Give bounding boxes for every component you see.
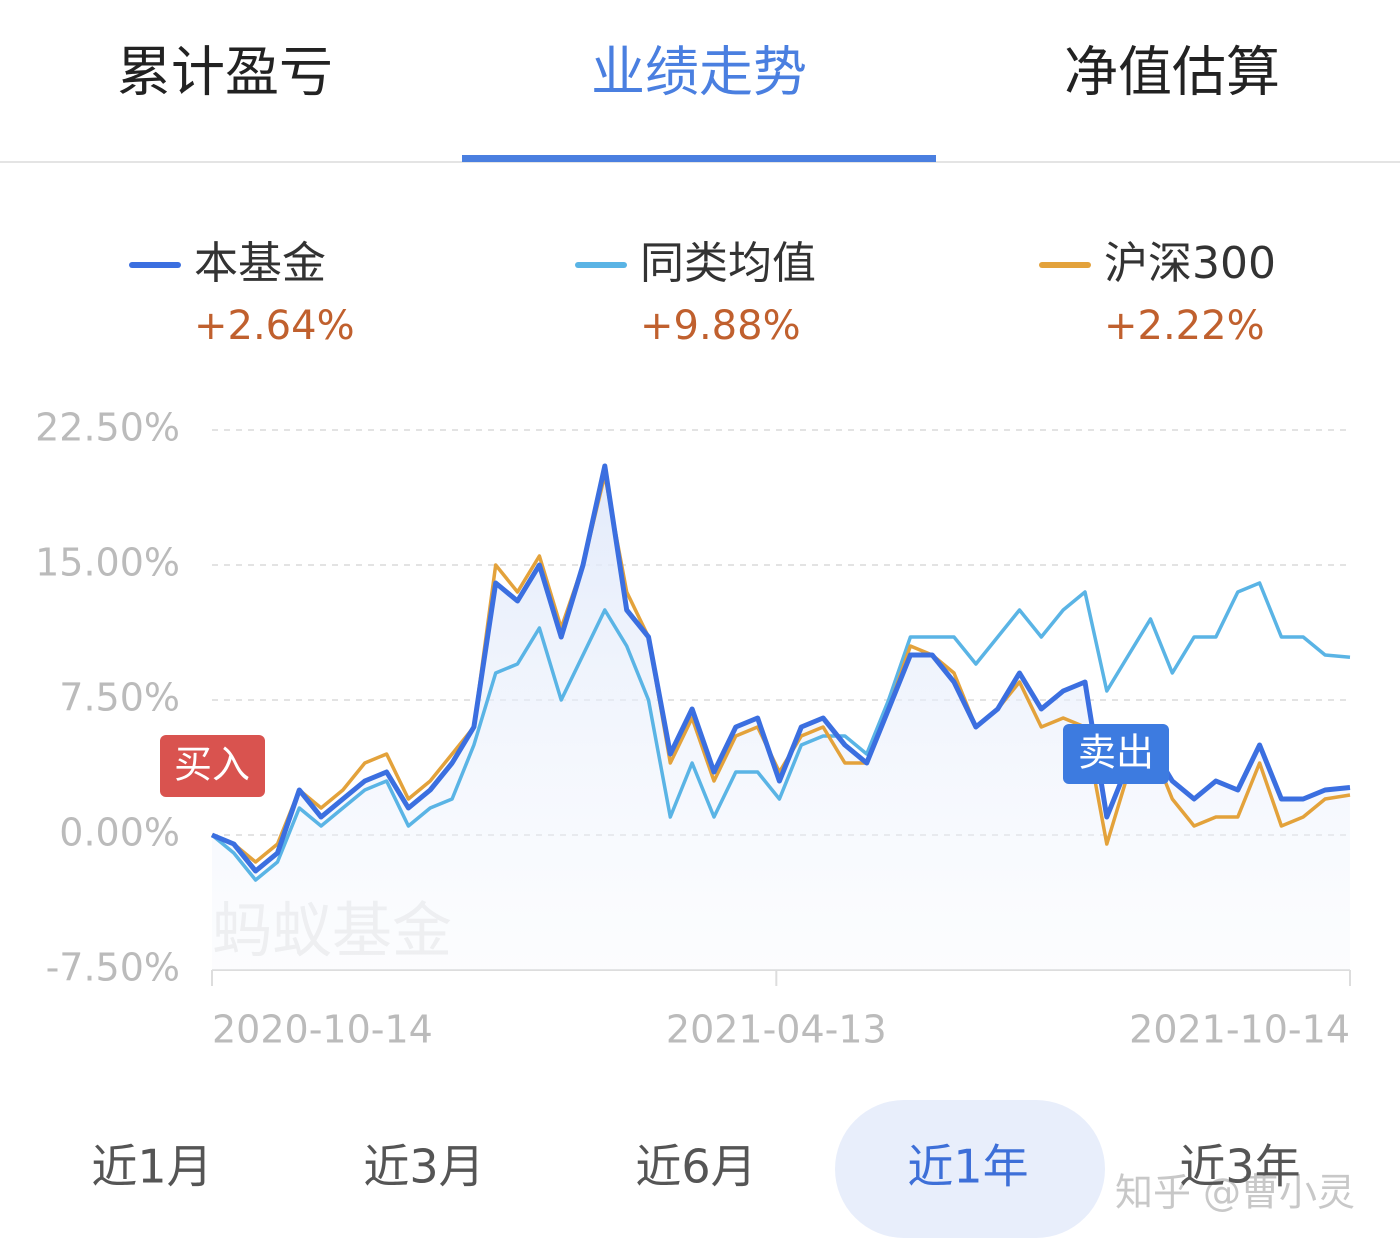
- period-button[interactable]: 近1月: [91, 1140, 212, 1194]
- tab[interactable]: 净值估算: [1064, 41, 1280, 104]
- area: [212, 466, 1350, 970]
- tab[interactable]: 业绩走势: [591, 41, 807, 104]
- y-tick-label: 7.50%: [59, 676, 180, 720]
- credit: 知乎 @曹小灵: [1115, 1171, 1355, 1215]
- period-button[interactable]: 近1年: [907, 1140, 1028, 1194]
- period-button[interactable]: 近3月: [363, 1140, 484, 1194]
- period-button[interactable]: 近6月: [635, 1140, 756, 1194]
- x-tick-label: 2020-10-14: [212, 1008, 433, 1052]
- series-line: [210, 581, 1351, 882]
- y-tick-label: -7.50%: [46, 946, 180, 990]
- period-button[interactable]: 近3年: [1179, 1140, 1300, 1194]
- x-tick-label: 2021-04-13: [666, 1008, 887, 1052]
- y-tick-label: 0.00%: [59, 811, 180, 855]
- x-tick-label: 2021-10-14: [1129, 1008, 1350, 1052]
- buy-label: 买入: [174, 743, 250, 787]
- sell-label: 卖出: [1078, 731, 1154, 775]
- legend-label: 沪深300: [1104, 238, 1276, 289]
- legend-label: 本基金: [194, 238, 326, 289]
- y-tick-label: 22.50%: [35, 406, 180, 450]
- tab-underline: [462, 155, 936, 162]
- legend-label: 同类均值: [640, 238, 816, 289]
- period-pill: [835, 1100, 1105, 1238]
- y-tick-label: 15.00%: [35, 541, 180, 585]
- buy-badge: [160, 735, 265, 797]
- legend-return: +2.64%: [194, 303, 355, 349]
- legend-return: +2.22%: [1104, 303, 1265, 349]
- sell-badge: [1063, 724, 1169, 784]
- tab[interactable]: 累计盈亏: [117, 41, 333, 104]
- chart: 蚂蚁基金-7.50%0.00%7.50%15.00%22.50%2020-10-…: [35, 406, 1351, 1052]
- legend-return: +9.88%: [640, 303, 801, 349]
